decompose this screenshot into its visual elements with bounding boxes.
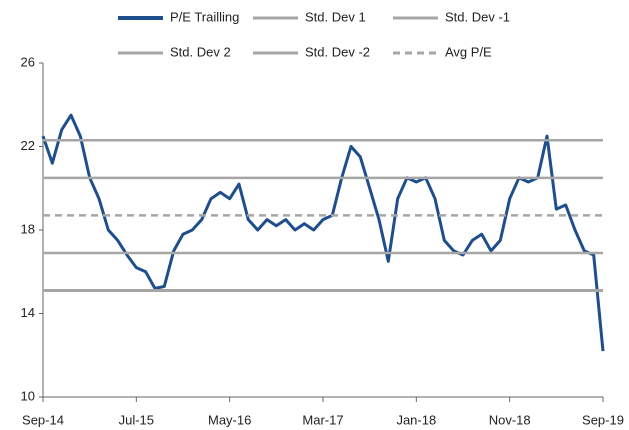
y-tick-label: 22 — [21, 138, 35, 153]
x-tick-label: May-16 — [208, 412, 251, 427]
x-tick-label: Jan-18 — [396, 412, 436, 427]
legend-label: Std. Dev 2 — [170, 44, 231, 59]
legend-label: Std. Dev -1 — [445, 9, 510, 24]
legend-label: Avg P/E — [445, 44, 492, 59]
y-tick-label: 10 — [21, 388, 35, 403]
legend-label: Std. Dev 1 — [305, 9, 366, 24]
x-tick-label: Sep-14 — [22, 412, 64, 427]
y-tick-label: 14 — [21, 305, 35, 320]
x-tick-label: Sep-19 — [582, 412, 624, 427]
y-tick-label: 26 — [21, 54, 35, 69]
x-tick-label: Nov-18 — [489, 412, 531, 427]
legend-label: Std. Dev -2 — [305, 44, 370, 59]
pe-line — [41, 113, 605, 352]
y-tick-label: 18 — [21, 221, 35, 236]
x-tick-label: Mar-17 — [302, 412, 343, 427]
legend-label: P/E Trailling — [170, 9, 239, 24]
x-tick-label: Jul-15 — [119, 412, 154, 427]
